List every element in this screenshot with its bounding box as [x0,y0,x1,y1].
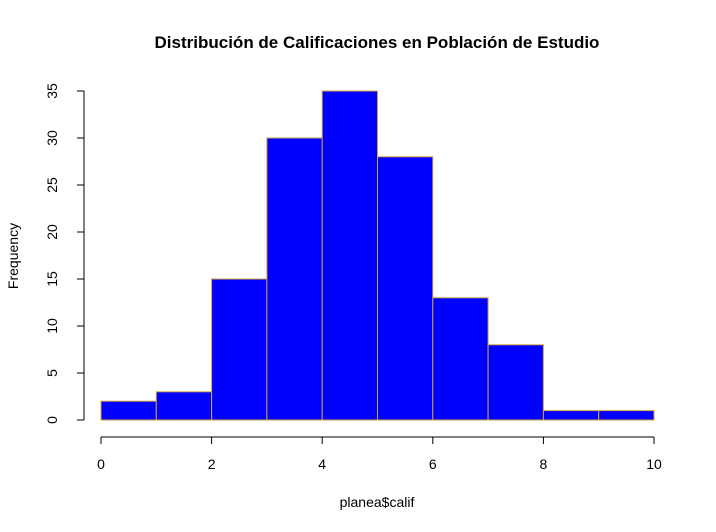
histogram-bar [542,410,600,421]
y-tick-label: 20 [44,224,60,240]
y-tick-label: 30 [44,130,60,146]
x-tick-label: 8 [540,456,548,472]
histogram-bar [432,297,489,421]
x-tick-label: 0 [97,456,105,472]
histogram-bar [377,156,434,421]
x-axis-label: planea$calif [340,494,415,510]
y-tick-label: 0 [44,416,60,424]
histogram-bar [100,400,157,421]
histogram-bar [487,344,544,421]
y-tick-label: 10 [44,318,60,334]
x-tick-label: 10 [646,456,662,472]
histogram-bar [598,410,655,421]
x-tick-label: 6 [429,456,437,472]
x-axis: 0 2 4 6 8 10 [97,436,662,472]
x-tick-label: 2 [208,456,216,472]
y-tick-label: 15 [44,271,60,287]
histogram-bar [155,391,213,421]
histogram-bar [321,90,379,421]
y-tick-label: 25 [44,177,60,193]
y-axis: 0 5 10 15 20 25 30 35 [44,83,85,424]
y-tick-label: 5 [44,369,60,377]
x-tick-label: 4 [318,456,326,472]
bars-group [100,90,655,421]
chart-title: Distribución de Calificaciones en Poblac… [155,33,600,52]
histogram-bar [211,278,268,421]
y-tick-label: 35 [44,83,60,99]
y-axis-label: Frequency [5,223,21,289]
histogram-bar [266,137,323,421]
